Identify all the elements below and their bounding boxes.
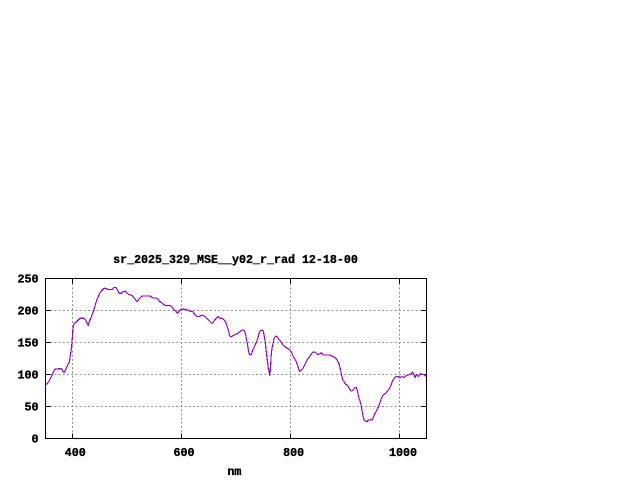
svg-text:250: 250 <box>18 272 39 286</box>
svg-text:400: 400 <box>65 446 86 460</box>
svg-text:100: 100 <box>18 368 39 382</box>
svg-text:800: 800 <box>283 446 304 460</box>
svg-text:150: 150 <box>18 336 39 350</box>
svg-text:200: 200 <box>18 304 39 318</box>
svg-text:600: 600 <box>174 446 195 460</box>
svg-text:0: 0 <box>32 432 39 446</box>
svg-text:1000: 1000 <box>389 446 417 460</box>
svg-text:nm: nm <box>227 465 241 479</box>
svg-text:50: 50 <box>25 400 39 414</box>
svg-text:sr_2025_329_MSE__y02_r_rad 12-: sr_2025_329_MSE__y02_r_rad 12-18-00 <box>113 253 358 267</box>
